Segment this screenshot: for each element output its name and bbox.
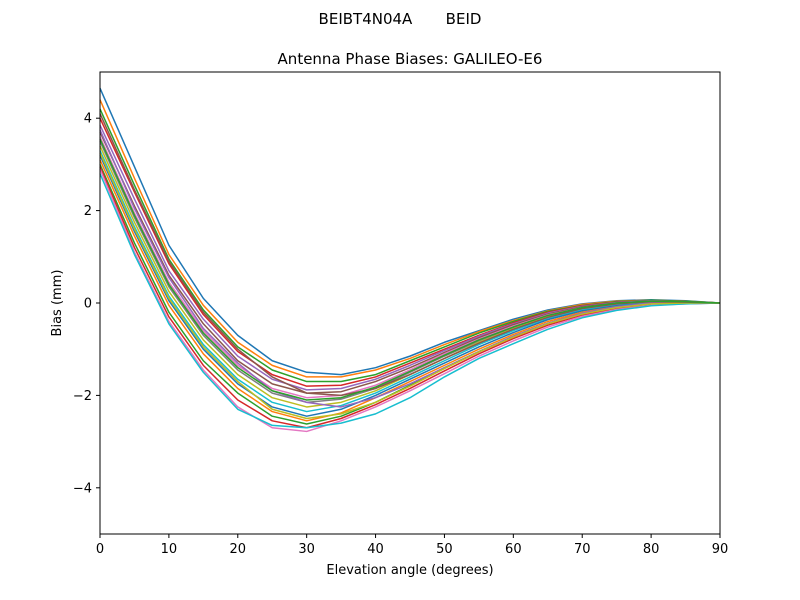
x-axis-label: Elevation angle (degrees)	[326, 563, 493, 578]
series-line-14	[99, 166, 721, 429]
y-tick-label: −4	[73, 481, 92, 496]
series-layer	[99, 87, 721, 433]
series-line-20	[99, 138, 721, 401]
x-tick-label: 30	[298, 542, 315, 557]
series-line-19	[99, 113, 721, 397]
x-tick-label: 80	[643, 542, 660, 557]
x-tick-label: 10	[161, 542, 178, 557]
series-line-18	[99, 152, 720, 420]
x-tick-label: 0	[96, 542, 104, 557]
series-line-17	[99, 129, 721, 408]
x-tick-label: 60	[505, 542, 522, 557]
series-line-15	[99, 168, 721, 433]
chart-title: Antenna Phase Biases: GALILEO-E6	[278, 50, 543, 68]
series-line-11	[99, 154, 720, 417]
x-tick-label: 40	[367, 542, 384, 557]
y-tick-label: 0	[84, 297, 92, 312]
x-tick-label: 50	[436, 542, 453, 557]
x-tick-label: 20	[230, 542, 247, 557]
suptitle: BEIBT4N04A BEID	[319, 10, 482, 28]
y-tick-label: −2	[73, 389, 92, 404]
y-tick-label: 2	[84, 204, 92, 219]
y-axis-label: Bias (mm)	[50, 270, 65, 337]
x-tick-label: 90	[712, 542, 729, 557]
x-axis-ticks: 0 10 20 30 40 50 60 70 80 90	[96, 534, 728, 557]
x-tick-label: 70	[574, 542, 591, 557]
y-tick-label: 4	[84, 112, 92, 127]
y-axis-ticks: −4 −2 0 2 4	[73, 112, 100, 496]
series-line-16	[99, 173, 721, 429]
